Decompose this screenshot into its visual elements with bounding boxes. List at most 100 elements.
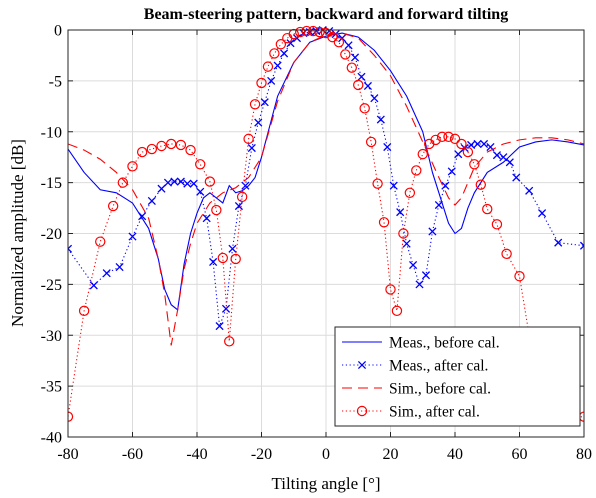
data-point: [175, 139, 187, 151]
data-point: [333, 37, 345, 48]
x-tick-label: -40: [186, 446, 207, 463]
data-point: [224, 336, 235, 347]
data-point: [398, 228, 409, 239]
legend-item: Meas., before cal.: [342, 335, 500, 352]
data-point: [409, 260, 418, 270]
data-point: [221, 304, 231, 313]
data-point: [469, 159, 480, 170]
chart-title: Beam-steering pattern, backward and forw…: [144, 6, 508, 23]
x-tick-label: -80: [57, 446, 78, 463]
data-point: [165, 138, 177, 150]
data-point: [357, 72, 366, 81]
data-point: [254, 118, 263, 127]
data-point: [147, 196, 156, 205]
data-point: [378, 217, 390, 228]
data-point: [443, 131, 454, 143]
data-point: [163, 178, 173, 187]
data-point: [170, 177, 179, 186]
x-tick-label: 60: [512, 446, 528, 463]
y-axis-label: Normalized amplitude [dB]: [8, 139, 27, 327]
data-point: [176, 177, 185, 186]
data-point: [215, 322, 224, 331]
data-point: [202, 214, 211, 223]
x-tick-labels: -80 -60 -40 -20 0 20 40 60 80: [57, 446, 592, 463]
data-point: [385, 284, 396, 295]
data-point: [475, 179, 486, 190]
data-point: [275, 39, 287, 50]
x-tick-label: 80: [576, 446, 592, 463]
data-point: [295, 26, 306, 38]
data-point: [411, 165, 422, 176]
data-point: [501, 248, 512, 260]
y-tick-label: -15: [41, 175, 62, 192]
data-point: [365, 136, 377, 148]
data-point: [217, 252, 228, 264]
data-point: [359, 103, 370, 114]
x-axis-label: Tilting angle [°]: [271, 474, 380, 493]
data-point: [183, 179, 192, 188]
x-tick-label: 20: [383, 446, 399, 463]
data-point: [482, 203, 493, 215]
legend-label: Sim., before cal.: [389, 381, 491, 398]
data-point: [363, 81, 372, 91]
y-tick-label: -5: [49, 73, 62, 90]
data-point: [441, 181, 450, 190]
series-line: [68, 32, 584, 311]
data-point: [430, 134, 441, 146]
data-point: [68, 244, 73, 253]
data-point: [234, 201, 243, 211]
data-point: [402, 239, 411, 248]
data-point: [286, 39, 295, 48]
y-tick-label: -20: [41, 226, 62, 243]
data-point: [288, 28, 299, 40]
data-point: [196, 187, 205, 196]
data-point: [249, 99, 261, 110]
data-point: [256, 77, 267, 89]
x-tick-label: 40: [447, 446, 463, 463]
legend-label: Sim., after cal.: [389, 404, 480, 421]
data-point: [554, 238, 563, 247]
data-point: [370, 94, 379, 103]
data-point: [269, 48, 280, 59]
data-point: [307, 25, 319, 37]
y-tick-label: -30: [41, 328, 62, 345]
data-point: [301, 25, 312, 37]
data-point: [492, 151, 501, 160]
legend-marker: [356, 405, 368, 417]
data-point: [209, 257, 218, 267]
legend-item: Meas., after cal.: [342, 358, 488, 375]
tick-marks: [67, 29, 585, 438]
data-point: [273, 61, 282, 70]
series-4: [68, 25, 584, 423]
data-point: [454, 150, 463, 159]
y-tick-label: -25: [41, 277, 62, 294]
data-point: [95, 236, 106, 247]
data-point: [228, 244, 237, 253]
data-point: [260, 98, 269, 107]
series-1: [68, 32, 584, 311]
data-point: [230, 253, 241, 265]
data-point: [267, 76, 276, 85]
data-point: [236, 191, 248, 203]
data-point: [204, 176, 216, 187]
data-point: [538, 209, 547, 218]
data-point: [391, 305, 403, 317]
data-point: [525, 186, 534, 195]
data-point: [491, 219, 503, 230]
data-point: [376, 115, 385, 124]
data-point: [512, 173, 521, 182]
legend-item: Sim., before cal.: [342, 381, 491, 398]
data-point: [428, 227, 437, 236]
legend-marker: [357, 360, 367, 370]
legend: Meas., before cal. Meas., after cal. Sim.,…: [334, 326, 581, 427]
x-tick-label: -20: [251, 446, 272, 463]
data-point: [128, 232, 137, 241]
data-point: [115, 263, 124, 272]
data-point: [505, 158, 514, 167]
data-point: [280, 49, 289, 58]
data-point: [211, 204, 222, 216]
data-point: [344, 41, 353, 50]
legend-item: Sim., after cal.: [342, 404, 480, 421]
data-point: [127, 161, 138, 172]
data-point: [195, 159, 206, 170]
